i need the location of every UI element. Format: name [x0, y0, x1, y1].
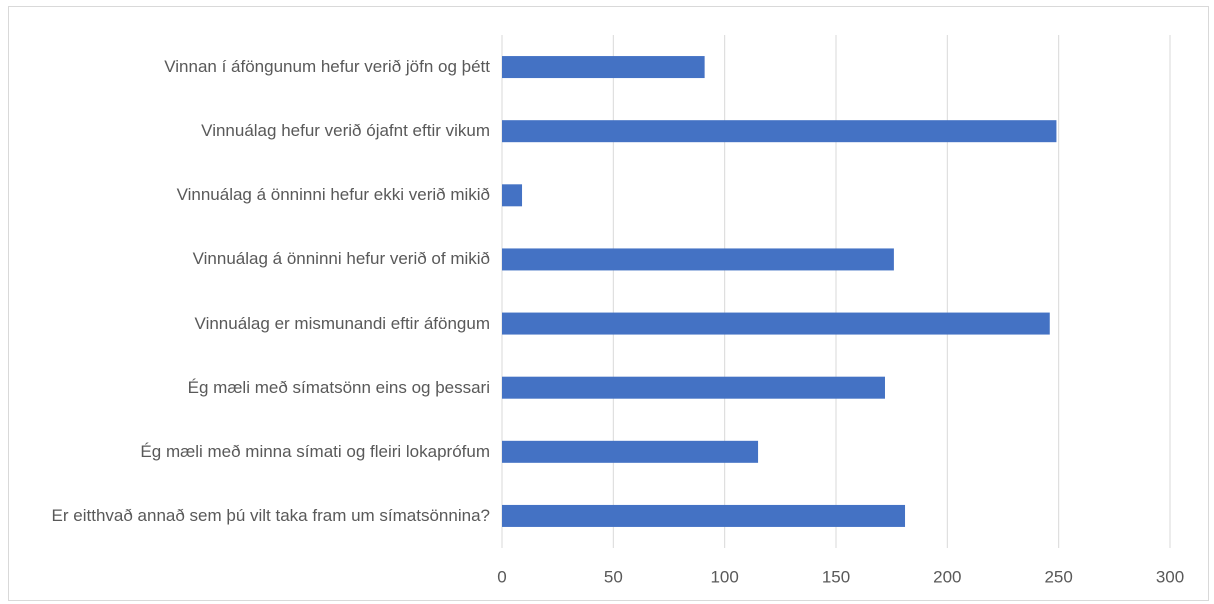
- bar: [502, 504, 906, 527]
- bar: [502, 184, 523, 207]
- y-tick-label: Ég mæli með minna símati og fleiri lokap…: [140, 441, 490, 461]
- x-tick-label: 150: [822, 567, 850, 586]
- y-tick-label: Vinnan í áföngunum hefur verið jöfn og þ…: [164, 57, 490, 77]
- x-tick-label: 300: [1156, 567, 1184, 586]
- x-tick-label: 50: [604, 567, 623, 586]
- y-tick-label: Vinnuálag á önninni hefur verið of mikið: [192, 249, 490, 269]
- bar: [502, 248, 894, 271]
- y-tick-label: Ég mæli með símatsönn eins og þessari: [187, 377, 490, 397]
- y-tick-label: Vinnuálag er mismunandi eftir áföngum: [194, 313, 490, 333]
- x-tick-label: 200: [933, 567, 961, 586]
- bar: [502, 376, 885, 399]
- x-tick-label: 100: [710, 567, 738, 586]
- chart-frame: [8, 6, 1209, 601]
- bar: [502, 56, 705, 79]
- y-tick-label: Vinnuálag hefur verið ójafnt eftir vikum: [201, 121, 490, 141]
- bar: [502, 312, 1050, 335]
- y-tick-label: Vinnuálag á önninni hefur ekki verið mik…: [176, 185, 490, 205]
- y-tick-label: Er eitthvað annað sem þú vilt taka fram …: [51, 505, 490, 525]
- x-tick-label: 0: [497, 567, 506, 586]
- bar: [502, 440, 759, 463]
- bar: [502, 120, 1057, 143]
- x-tick-label: 250: [1044, 567, 1072, 586]
